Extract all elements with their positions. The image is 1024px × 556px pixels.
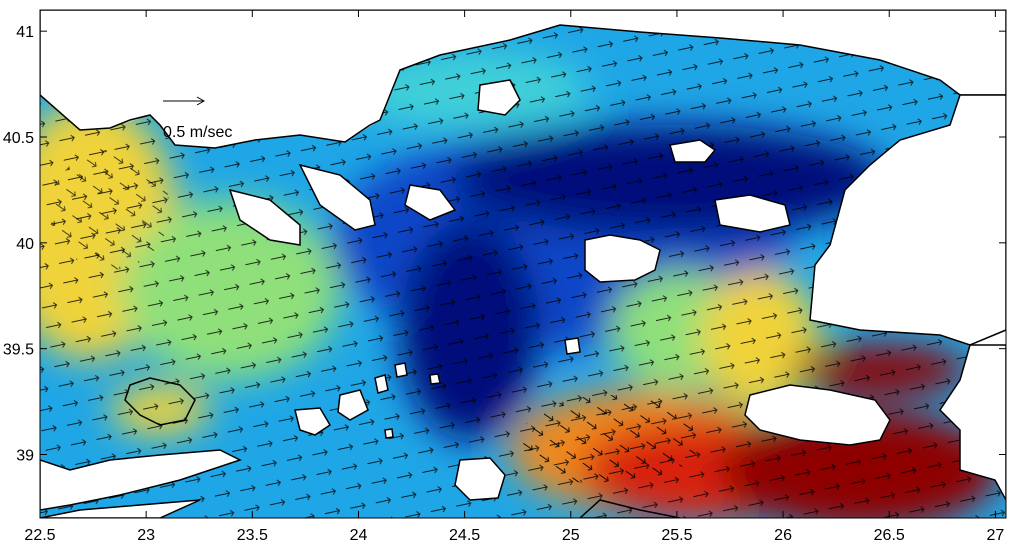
scale-arrow-icon	[163, 96, 206, 106]
x-tick-label: 27	[986, 527, 1004, 544]
x-tick-label: 22.5	[24, 527, 55, 544]
y-tick-label: 39	[16, 448, 34, 465]
x-tick-label: 23.5	[237, 527, 268, 544]
y-tick-label: 40	[16, 236, 34, 253]
x-tick-label: 25	[562, 527, 580, 544]
y-tick-label: 39.5	[3, 342, 34, 359]
y-tick-label: 41	[16, 24, 34, 41]
plot-frame	[39, 9, 1007, 519]
scale-label: 0.5 m/sec	[163, 124, 232, 141]
x-tick-label: 24.5	[449, 527, 480, 544]
x-tick-label: 26.5	[874, 527, 905, 544]
x-tick-label: 23	[137, 527, 155, 544]
y-tick-label: 40.5	[3, 130, 34, 147]
y-axis: 39 39.5 40 40.5 41	[3, 24, 1006, 465]
x-tick-label: 26	[774, 527, 792, 544]
x-tick-label: 24	[350, 527, 368, 544]
x-tick-label: 25.5	[661, 527, 692, 544]
velocity-scale-legend: 0.5 m/sec	[163, 96, 232, 141]
x-axis: 22.5 23 23.5 24 24.5 25 25.5 26 26.5 27	[24, 10, 1004, 544]
land-masses	[40, 10, 1006, 518]
